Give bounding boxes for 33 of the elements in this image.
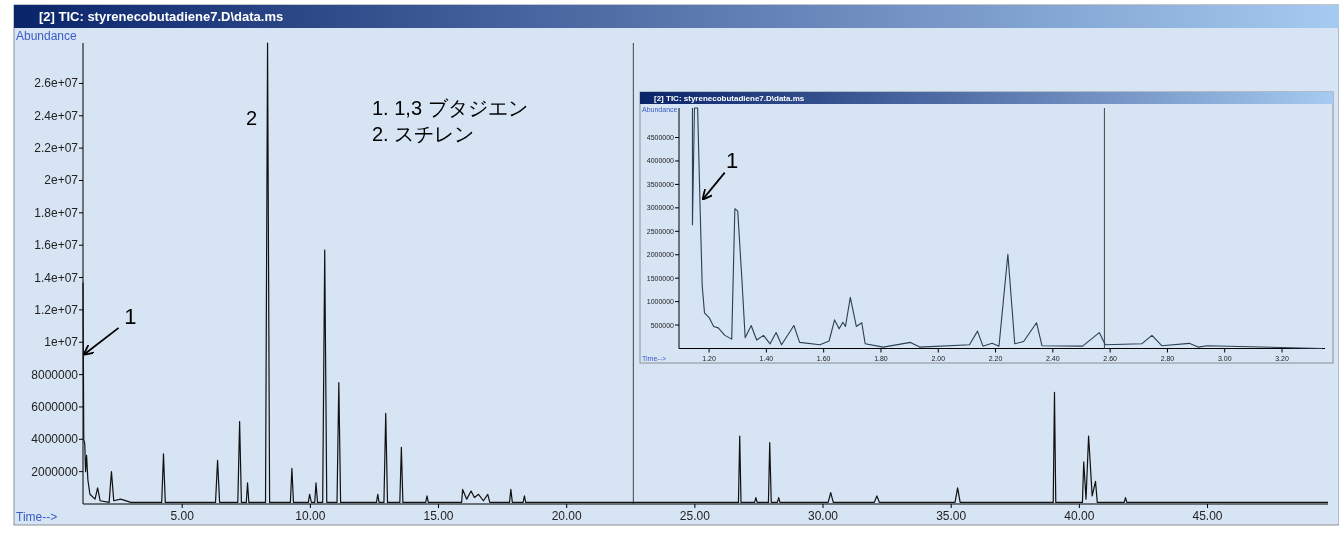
x-tick-label: 15.00 — [423, 509, 454, 523]
y-tick-label: 1.2e+07 — [34, 302, 79, 317]
y-tick-label: 8000000 — [31, 367, 79, 382]
y-tick-label: 1e+07 — [44, 335, 79, 350]
x-tick-label: 30.00 — [808, 509, 839, 523]
y-axis-title: Abundance — [16, 29, 78, 43]
chart-title: [2] TIC: styrenecobutadiene7.D\data.ms — [39, 9, 284, 24]
x-tick-label: 35.00 — [936, 509, 967, 523]
y-tick-label: 2.6e+07 — [34, 76, 79, 91]
line-series — [691, 107, 1323, 350]
chart-title: [2] TIC: styrenecobutadiene7.D\data.ms — [654, 93, 805, 103]
x-tick-label: 45.00 — [1192, 509, 1223, 523]
y-tick-label: 1.4e+07 — [34, 270, 79, 285]
x-tick-label: 20.00 — [551, 509, 583, 523]
annotation: 1 — [726, 148, 739, 174]
annotation: 2 — [246, 106, 258, 129]
y-tick-label: 2.4e+07 — [34, 108, 79, 123]
y-tick-label: 1.8e+07 — [34, 205, 79, 220]
y-tick-label: 1.6e+07 — [34, 238, 79, 253]
y-tick-label: 2000000 — [31, 464, 79, 479]
x-tick-label: 10.00 — [295, 509, 326, 523]
x-axis-title: Time--> — [16, 509, 58, 524]
y-tick-label: 6000000 — [31, 399, 79, 414]
y-tick-label: 4000000 — [31, 432, 79, 447]
annotation: 2. スチレン — [372, 123, 475, 145]
annotation: 1. 1,3 ブタジエン — [372, 97, 528, 119]
x-tick-label: 5.00 — [170, 509, 195, 523]
line-series — [82, 42, 1329, 503]
x-tick-label: 40.00 — [1064, 509, 1095, 523]
y-tick-label: 2.2e+07 — [34, 141, 79, 156]
y-tick-label: 2e+07 — [44, 173, 79, 188]
annotation: 1 — [124, 303, 137, 329]
x-tick-label: 25.00 — [679, 509, 711, 523]
